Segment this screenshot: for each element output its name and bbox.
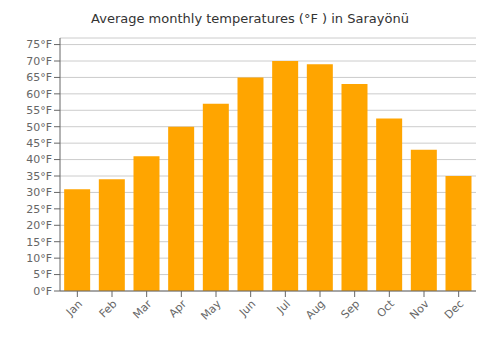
svg-text:Jun: Jun (236, 297, 258, 319)
svg-text:55°F: 55°F (26, 104, 52, 117)
svg-text:10°F: 10°F (26, 252, 52, 265)
svg-text:35°F: 35°F (26, 170, 52, 183)
svg-text:40°F: 40°F (26, 153, 52, 166)
svg-text:15°F: 15°F (26, 236, 52, 249)
svg-text:25°F: 25°F (26, 203, 52, 216)
html-text:Average monthly temperatures (: Average monthly temperatures (°F ) in Sa… (91, 11, 409, 26)
svg-text:Oct: Oct (374, 297, 397, 320)
svg-text:May: May (198, 297, 224, 323)
svg-text:5°F: 5°F (33, 268, 52, 281)
svg-text:75°F: 75°F (26, 38, 52, 51)
svg-text:0°F: 0°F (33, 285, 52, 298)
svg-text:60°F: 60°F (26, 88, 52, 101)
svg-text:20°F: 20°F (26, 219, 52, 232)
svg-text:Dec: Dec (442, 297, 466, 321)
svg-text:Mar: Mar (130, 297, 154, 321)
svg-text:30°F: 30°F (26, 186, 52, 199)
svg-text:70°F: 70°F (26, 55, 52, 68)
svg-text:65°F: 65°F (26, 71, 52, 84)
svg-text:Jan: Jan (63, 297, 85, 319)
svg-text:Feb: Feb (97, 297, 120, 320)
svg-text:Sep: Sep (338, 297, 362, 321)
svg-text:Apr: Apr (166, 297, 189, 320)
svg-text:45°F: 45°F (26, 137, 52, 150)
svg-text:Jul: Jul (274, 297, 293, 316)
svg-text:Aug: Aug (303, 297, 327, 321)
svg-text:50°F: 50°F (26, 121, 52, 134)
svg-text:Nov: Nov (407, 297, 432, 322)
